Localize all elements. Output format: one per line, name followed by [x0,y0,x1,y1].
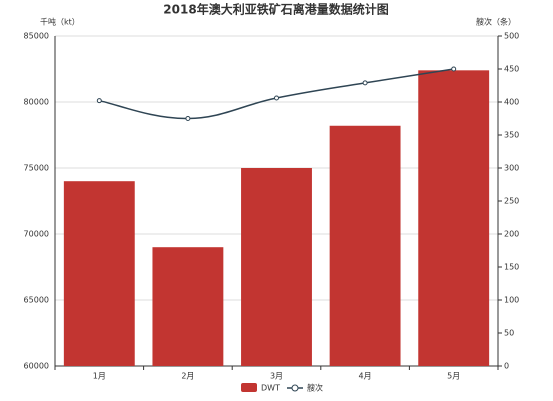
y2-tick-label: 150 [504,263,519,272]
y2-tick-label: 100 [504,296,519,305]
line-point [451,66,457,72]
y-tick-label: 85000 [24,32,49,41]
line [99,68,454,120]
y-tick-label: 75000 [24,164,49,173]
legend-swatch [291,384,299,392]
y-tick-label: 70000 [24,230,49,239]
x-tick-label: 4月 [359,372,372,381]
line-point [185,116,191,121]
legend-label: 艘次 [307,383,323,393]
legend-swatch [241,383,257,392]
line-point [274,95,279,101]
bar [418,70,490,366]
x-tick-label: 3月 [270,372,283,381]
bar [329,125,401,366]
y-tick-label: 60000 [24,362,49,371]
y-axis-title: 千吨（kt） [40,17,80,27]
bar [152,247,224,366]
bar [63,181,135,366]
y2-tick-label: 350 [504,131,519,140]
chart-title: 2018年澳大利亚铁矿石离港量数据统计图 [163,2,388,17]
y2-tick-label: 200 [504,230,519,239]
y-tick-label: 80000 [24,98,49,107]
y2-tick-label: 450 [504,65,519,74]
x-tick-label: 5月 [447,372,460,381]
y-tick-label: 65000 [24,296,49,305]
y2-tick-label: 250 [504,197,519,206]
y2-tick-label: 50 [504,329,514,338]
y2-axis-title: 艘次（条） [476,17,516,27]
y2-tick-label: 300 [504,164,519,173]
y2-tick-label: 400 [504,98,519,107]
line-point [362,80,368,86]
y2-tick-label: 500 [504,32,519,41]
line-point [96,98,102,104]
x-tick-label: 2月 [181,372,194,381]
x-tick-label: 1月 [93,372,106,381]
legend-label: DWT [261,384,280,393]
bar [241,168,312,366]
y2-tick-label: 0 [504,362,509,371]
